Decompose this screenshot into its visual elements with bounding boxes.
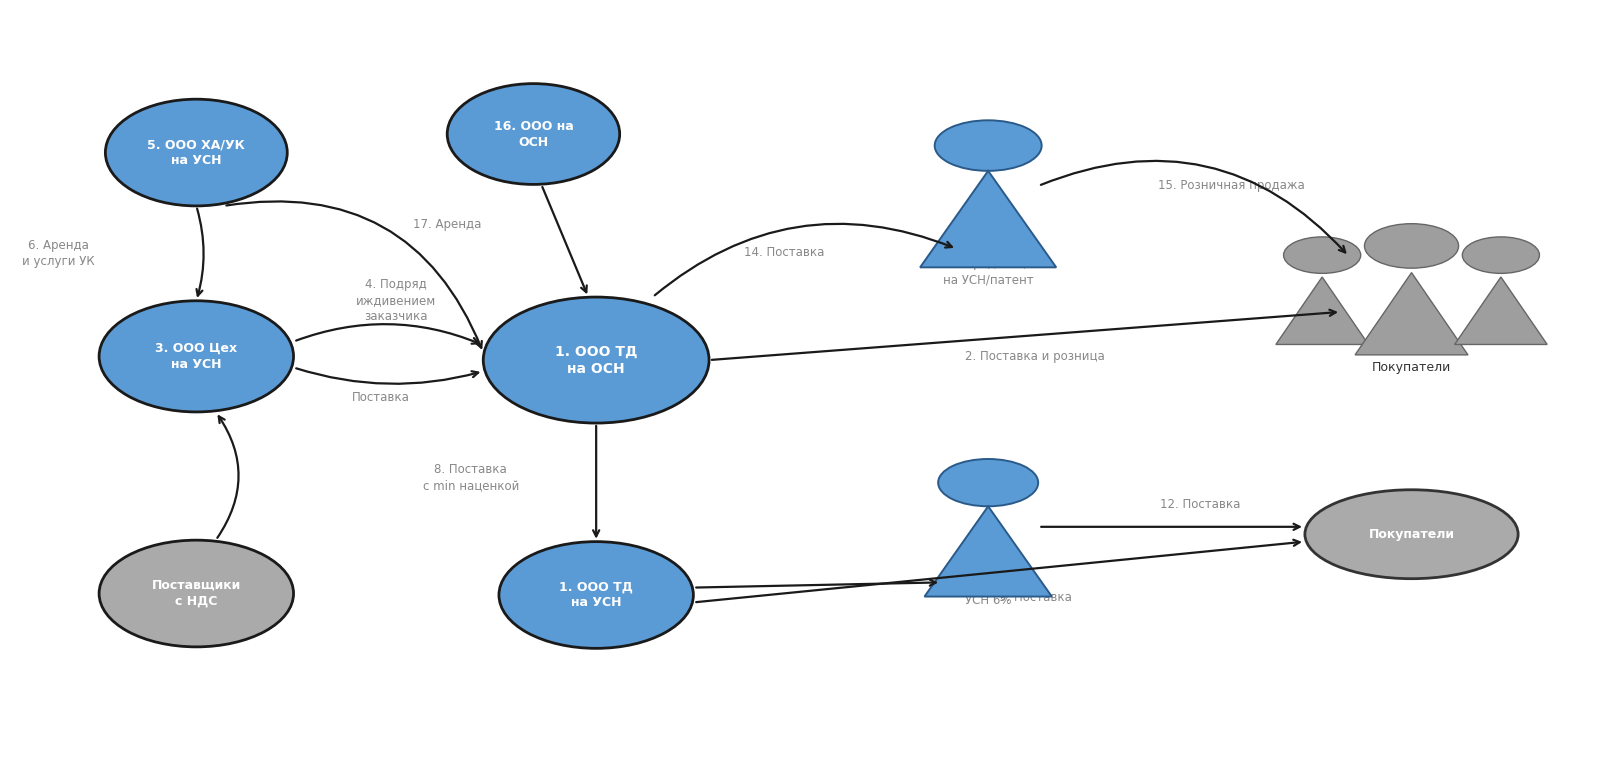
Polygon shape xyxy=(1355,273,1467,355)
Circle shape xyxy=(1365,224,1459,268)
Polygon shape xyxy=(925,506,1051,597)
Ellipse shape xyxy=(483,297,709,423)
Ellipse shape xyxy=(106,99,288,206)
Text: 6. Аренда
и услуги УК: 6. Аренда и услуги УК xyxy=(22,239,94,268)
Text: 10. ИП Агент на
УСН 6%: 10. ИП Агент на УСН 6% xyxy=(939,577,1037,607)
Ellipse shape xyxy=(499,542,693,648)
Ellipse shape xyxy=(99,540,293,647)
Text: 3. ООО Цех
на УСН: 3. ООО Цех на УСН xyxy=(155,342,237,371)
Text: 15. Розничная продажа: 15. Розничная продажа xyxy=(1158,179,1304,192)
Polygon shape xyxy=(920,171,1056,267)
Polygon shape xyxy=(1454,277,1547,344)
Ellipse shape xyxy=(99,301,293,412)
Circle shape xyxy=(1283,237,1360,273)
Polygon shape xyxy=(1275,277,1368,344)
Text: Поставщики
с НДС: Поставщики с НДС xyxy=(152,579,242,608)
Text: Покупатели: Покупатели xyxy=(1371,361,1451,374)
Circle shape xyxy=(1462,237,1539,273)
Text: 16. ООО на
ОСН: 16. ООО на ОСН xyxy=(493,120,573,148)
Text: 14. Поставка: 14. Поставка xyxy=(744,246,824,259)
Text: 12. Поставка: 12. Поставка xyxy=(1160,498,1240,511)
Text: Поставка: Поставка xyxy=(352,391,410,404)
Circle shape xyxy=(934,120,1042,171)
Text: 9. Поставка: 9. Поставка xyxy=(998,591,1072,604)
Text: 13. ИП
Сопродавец
на УСН/патент: 13. ИП Сопродавец на УСН/патент xyxy=(942,241,1034,286)
Text: 2. Поставка и розница: 2. Поставка и розница xyxy=(965,350,1106,363)
Ellipse shape xyxy=(1306,489,1518,579)
Text: 8. Поставка
с min наценкой: 8. Поставка с min наценкой xyxy=(422,463,518,492)
Ellipse shape xyxy=(448,83,619,185)
Text: 1. ООО ТД
на УСН: 1. ООО ТД на УСН xyxy=(560,581,634,610)
Text: 17. Аренда: 17. Аренда xyxy=(413,218,482,232)
Circle shape xyxy=(938,459,1038,506)
Text: 1. ООО ТД
на ОСН: 1. ООО ТД на ОСН xyxy=(555,344,637,376)
Text: 5. ООО ХА/УК
на УСН: 5. ООО ХА/УК на УСН xyxy=(147,138,245,167)
Text: Покупатели: Покупатели xyxy=(1368,528,1454,540)
Text: 4. Подряд
иждивением
заказчика: 4. Подряд иждивением заказчика xyxy=(357,278,437,323)
